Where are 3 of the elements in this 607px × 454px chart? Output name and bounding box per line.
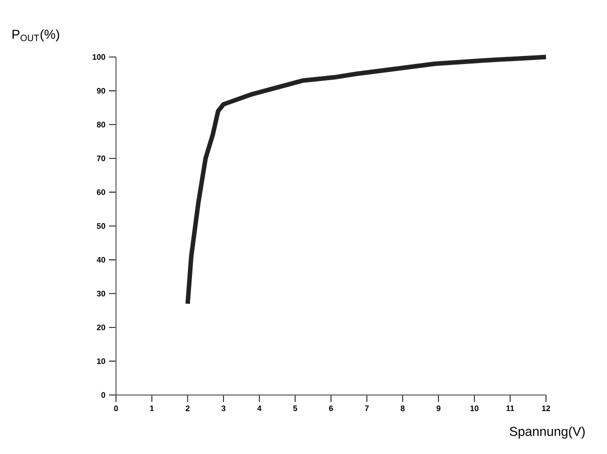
y-axis-title: P$_{OUT}$(%) <box>12 29 60 42</box>
line-series <box>185 54 548 306</box>
x-axis-title: Spannung(V) <box>510 426 585 439</box>
